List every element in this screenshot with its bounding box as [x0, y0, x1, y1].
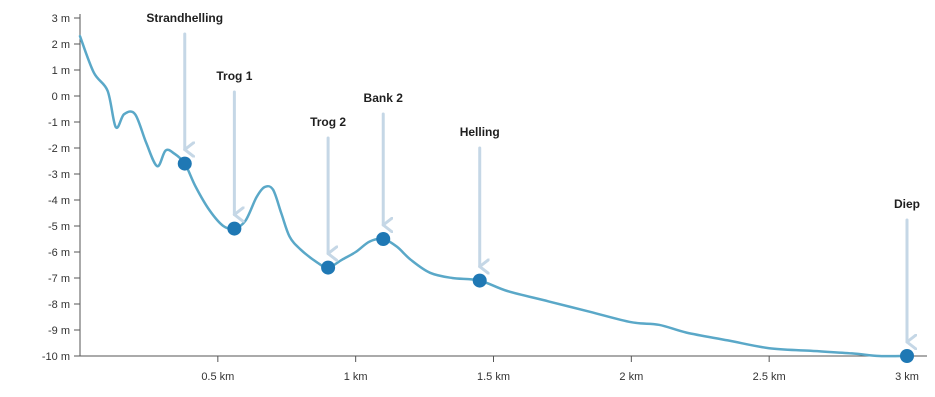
- callout-label: Trog 1: [216, 69, 252, 83]
- x-tick-label: 1 km: [344, 371, 368, 383]
- x-tick-label: 1.5 km: [477, 371, 510, 383]
- data-point-marker: [376, 232, 391, 246]
- series-layer: [78, 34, 909, 358]
- y-tick-label: 2 m: [52, 39, 70, 51]
- y-tick-label: -1 m: [48, 117, 70, 129]
- callouts-layer: Strandhelling Trog 1 Trog 2 Bank 2 Helling Di…: [146, 11, 920, 363]
- data-point-marker: [177, 156, 192, 171]
- y-tick-label: -10 m: [42, 351, 70, 363]
- callout-label: Bank 2: [364, 91, 404, 105]
- y-tick-label: 1 m: [52, 65, 70, 77]
- data-point-marker: [900, 349, 914, 363]
- y-tick-label: 3 m: [52, 13, 70, 25]
- y-tick-label: 0 m: [52, 91, 70, 103]
- x-tick-label: 0.5 km: [201, 371, 234, 383]
- x-tick-label: 3 km: [895, 371, 919, 383]
- callout-label: Trog 2: [310, 115, 346, 129]
- data-point-marker: [321, 260, 336, 275]
- y-tick-label: -9 m: [48, 325, 70, 337]
- y-tick-label: -2 m: [48, 143, 70, 155]
- data-point-marker: [227, 221, 242, 236]
- data-point-marker: [472, 273, 487, 288]
- y-tick-label: -6 m: [48, 247, 70, 259]
- callout-label: Helling: [460, 125, 500, 139]
- x-tick-label: 2 km: [619, 371, 643, 383]
- y-tick-label: -7 m: [48, 273, 70, 285]
- y-tick-label: -3 m: [48, 169, 70, 181]
- callout-label: Strandhelling: [146, 11, 223, 25]
- x-tick-label: 2.5 km: [753, 371, 786, 383]
- axes: 3 m 2 m 1 m 0 m -1 m -2 m -3 m -4 m -5 m -6 m -7 m…: [42, 13, 927, 383]
- y-tick-label: -8 m: [48, 299, 70, 311]
- callout-label: Diep: [894, 197, 920, 211]
- y-tick-label: -4 m: [48, 195, 70, 207]
- y-tick-label: -5 m: [48, 221, 70, 233]
- depth-profile-line: [78, 34, 909, 358]
